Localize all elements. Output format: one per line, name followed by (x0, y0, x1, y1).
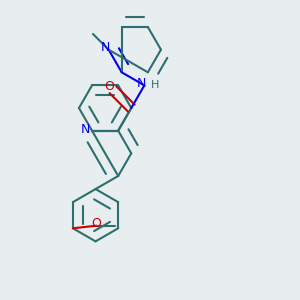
Text: H: H (151, 80, 160, 90)
Text: O: O (92, 217, 101, 230)
Text: O: O (104, 80, 114, 93)
Text: N: N (137, 76, 146, 89)
Text: N: N (81, 123, 90, 136)
Text: N: N (101, 41, 110, 54)
